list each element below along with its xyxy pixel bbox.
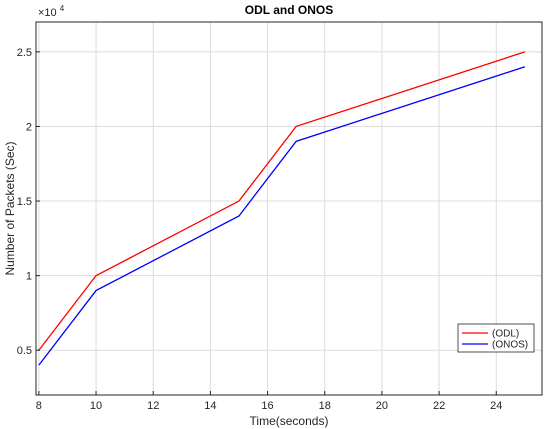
y-tick-label: 2.5 [17,47,32,59]
x-tick-label: 12 [147,400,159,412]
series-line-onos [38,66,526,366]
x-tick-label: 24 [490,400,502,412]
y-exponent-power: 4 [60,4,65,13]
x-tick-label: 20 [376,400,388,412]
y-exponent-base: ×10 [38,7,57,19]
y-tick-label: 1.5 [17,196,32,208]
series-layer [38,51,526,366]
x-tick-label: 22 [433,400,445,412]
y-tick-label: 1 [26,271,32,283]
y-tick-label: 0.5 [17,345,32,357]
legend: (ODL)(ONOS) [457,323,535,353]
ticks: 8 10 12 14 16 18 20 22 24 0.5 1 1.5 2 2.5 [17,47,503,412]
series-line-odl [38,51,526,351]
legend-items: (ODL)(ONOS) [462,329,528,351]
x-tick-label: 14 [204,400,216,412]
legend-label: (ONOS) [492,340,528,351]
legend-label: (ODL) [492,329,519,340]
x-tick-label: 10 [90,400,102,412]
legend-box [457,323,535,353]
x-axis-label: Time(seconds) [250,414,329,428]
y-tick-label: 2 [26,121,32,133]
x-tick-label: 8 [36,400,42,412]
grid [36,22,542,395]
x-tick-label: 16 [261,400,273,412]
x-tick-label: 18 [319,400,331,412]
y-exponent-multiplier: ×10 4 [38,4,65,19]
chart-title: ODL and ONOS [245,3,333,17]
y-axis-label: Number of Packets (Sec) [3,141,17,275]
axes-box [35,21,543,396]
